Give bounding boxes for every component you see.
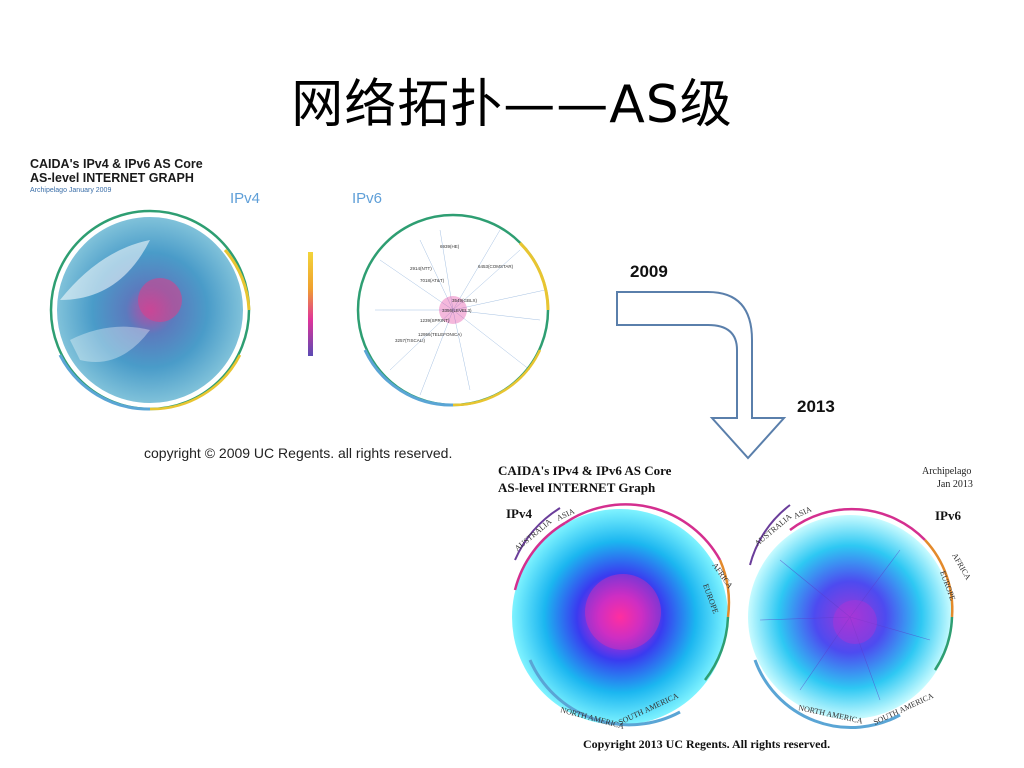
fig2009-ipv4-graph	[49, 209, 251, 411]
fig2013-heading-2: AS-level INTERNET Graph	[498, 480, 656, 495]
fig2013-ipv6-graph: AUSTRALIA ASIA AFRICA EUROPE NORTH AMERI…	[748, 504, 973, 730]
fig2009-heading-1: CAIDA's IPv4 & IPv6 AS Core	[30, 157, 203, 171]
ipv6-node-label: 3549(GBLX)	[452, 298, 478, 303]
region-label: SOUTH AMERICA	[872, 691, 935, 727]
region-label: NORTH AMERICA	[798, 703, 864, 725]
fig2009-copyright: copyright © 2009 UC Regents. all rights …	[144, 445, 452, 461]
fig2009-colorbar	[308, 252, 313, 356]
ipv6-node-label: 3257(TISCALI)	[395, 338, 426, 343]
region-label: SOUTH AMERICA	[617, 691, 680, 727]
region-label: ASIA	[792, 505, 813, 521]
fig2013-ipv4-label: IPv4	[506, 506, 533, 521]
ipv6-node-label: 7018(AT&T)	[420, 278, 445, 283]
fig2009-ipv4-label: IPv4	[230, 190, 260, 207]
region-label: AFRICA	[710, 561, 734, 590]
region-label: NORTH AMERICA	[559, 705, 625, 731]
ipv6-node-label: 2914(NTT)	[410, 266, 432, 271]
fig2013-ipv4-graph: AUSTRALIA ASIA AFRICA EUROPE NORTH AMERI…	[512, 503, 735, 731]
ipv6-node-label: 12956(TELEFONICA)	[418, 332, 462, 337]
fig2013-archipelago-2: Jan 2013	[937, 479, 973, 490]
fig2009-ipv6-label: IPv6	[352, 190, 382, 207]
fig2009-ipv6-graph: 6939(HE) 2914(NTT) 6453(COMSTAR) 7018(AT…	[356, 213, 550, 407]
ipv6-node-label: 1239(SPRINT)	[420, 318, 450, 323]
ipv6-node-label: 3356(LEVEL3)	[442, 308, 472, 313]
region-label: EUROPE	[701, 583, 720, 615]
region-label: ASIA	[555, 507, 576, 523]
ipv6-node-label: 6453(COMSTAR)	[478, 264, 514, 269]
fig2013-copyright: Copyright 2013 UC Regents. All rights re…	[583, 737, 830, 751]
year-2009-label: 2009	[630, 262, 668, 281]
ipv6-node-label: 6939(HE)	[440, 244, 460, 249]
fig2013-heading-1: CAIDA's IPv4 & IPv6 AS Core	[498, 463, 672, 478]
region-label: EUROPE	[938, 570, 957, 602]
region-label: AUSTRALIA	[513, 517, 554, 553]
region-label: AUSTRALIA	[753, 512, 794, 548]
fig2009-heading-2: AS-level INTERNET GRAPH	[30, 171, 194, 185]
fig2013-archipelago-1: Archipelago	[922, 466, 971, 477]
fig2009-subheading: Archipelago January 2009	[30, 187, 111, 194]
slide-title: 网络拓扑——AS级	[291, 75, 733, 135]
year-2013-label: 2013	[797, 397, 835, 416]
fig2013-ipv6-label: IPv6	[935, 508, 962, 523]
region-label: AFRICA	[950, 552, 973, 582]
